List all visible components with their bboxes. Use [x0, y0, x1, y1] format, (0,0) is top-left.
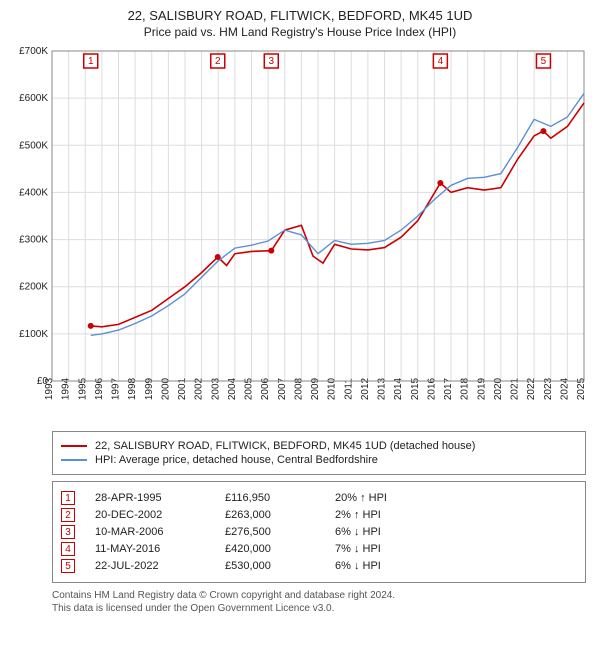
y-tick-label: £600K [19, 93, 48, 104]
series-hpi [91, 93, 584, 335]
chart-title-address: 22, SALISBURY ROAD, FLITWICK, BEDFORD, M… [8, 8, 592, 23]
sale-row: 4 11-MAY-2016£420,0007% ↓ HPI [61, 542, 577, 556]
sale-row-number: 3 [61, 525, 75, 539]
sale-row-number: 1 [61, 491, 75, 505]
price-chart: £0£100K£200K£300K£400K£500K£600K£700K199… [8, 45, 592, 425]
sale-row-price: £420,000 [225, 543, 335, 555]
sale-row-date: 28-APR-1995 [95, 492, 225, 504]
sale-row-price: £530,000 [225, 560, 335, 572]
legend-swatch [61, 445, 87, 447]
chart-title-block: 22, SALISBURY ROAD, FLITWICK, BEDFORD, M… [8, 8, 592, 39]
legend-label: HPI: Average price, detached house, Cent… [95, 454, 378, 466]
sale-row: 2 20-DEC-2002£263,0002% ↑ HPI [61, 508, 577, 522]
series-property [91, 103, 584, 327]
sale-marker-dot [88, 323, 94, 329]
y-tick-label: £100K [19, 329, 48, 340]
sale-marker-number: 3 [269, 56, 275, 67]
legend-item: HPI: Average price, detached house, Cent… [61, 454, 577, 466]
sale-marker-dot [215, 254, 221, 260]
sale-row-price: £263,000 [225, 509, 335, 521]
footer-line1: Contains HM Land Registry data © Crown c… [52, 589, 586, 602]
sale-row-date: 20-DEC-2002 [95, 509, 225, 521]
footer-attribution: Contains HM Land Registry data © Crown c… [52, 589, 586, 615]
sale-marker-dot [268, 248, 274, 254]
sale-row-hpi-delta: 20% ↑ HPI [335, 492, 387, 504]
sale-row-number: 5 [61, 559, 75, 573]
sale-row-date: 22-JUL-2022 [95, 560, 225, 572]
sale-row: 5 22-JUL-2022£530,0006% ↓ HPI [61, 559, 577, 573]
y-tick-label: £700K [19, 46, 48, 57]
sale-row-hpi-delta: 2% ↑ HPI [335, 509, 381, 521]
footer-line2: This data is licensed under the Open Gov… [52, 602, 586, 615]
sale-row-hpi-delta: 6% ↓ HPI [335, 560, 381, 572]
sale-marker-number: 1 [88, 56, 94, 67]
sale-marker-number: 5 [541, 56, 547, 67]
legend-label: 22, SALISBURY ROAD, FLITWICK, BEDFORD, M… [95, 440, 475, 452]
y-tick-label: £500K [19, 140, 48, 151]
chart-title-sub: Price paid vs. HM Land Registry's House … [8, 25, 592, 39]
sale-row-hpi-delta: 7% ↓ HPI [335, 543, 381, 555]
y-tick-label: £400K [19, 187, 48, 198]
y-tick-label: £200K [19, 282, 48, 293]
sale-marker-number: 2 [215, 56, 221, 67]
sale-row-date: 11-MAY-2016 [95, 543, 225, 555]
legend-swatch [61, 459, 87, 461]
sale-row-hpi-delta: 6% ↓ HPI [335, 526, 381, 538]
sale-marker-dot [437, 180, 443, 186]
sale-row-number: 4 [61, 542, 75, 556]
sale-row: 1 28-APR-1995£116,95020% ↑ HPI [61, 491, 577, 505]
sale-marker-number: 4 [438, 56, 444, 67]
sale-row-price: £276,500 [225, 526, 335, 538]
sale-annotations: 1 28-APR-1995£116,95020% ↑ HPI 2 20-DEC-200… [52, 481, 586, 583]
legend: 22, SALISBURY ROAD, FLITWICK, BEDFORD, M… [52, 431, 586, 475]
sale-marker-dot [540, 128, 546, 134]
sale-row-number: 2 [61, 508, 75, 522]
legend-item: 22, SALISBURY ROAD, FLITWICK, BEDFORD, M… [61, 440, 577, 452]
sale-row: 3 10-MAR-2006£276,5006% ↓ HPI [61, 525, 577, 539]
sale-row-price: £116,950 [225, 492, 335, 504]
y-tick-label: £300K [19, 235, 48, 246]
sale-row-date: 10-MAR-2006 [95, 526, 225, 538]
chart-svg: £0£100K£200K£300K£400K£500K£600K£700K199… [8, 45, 592, 425]
